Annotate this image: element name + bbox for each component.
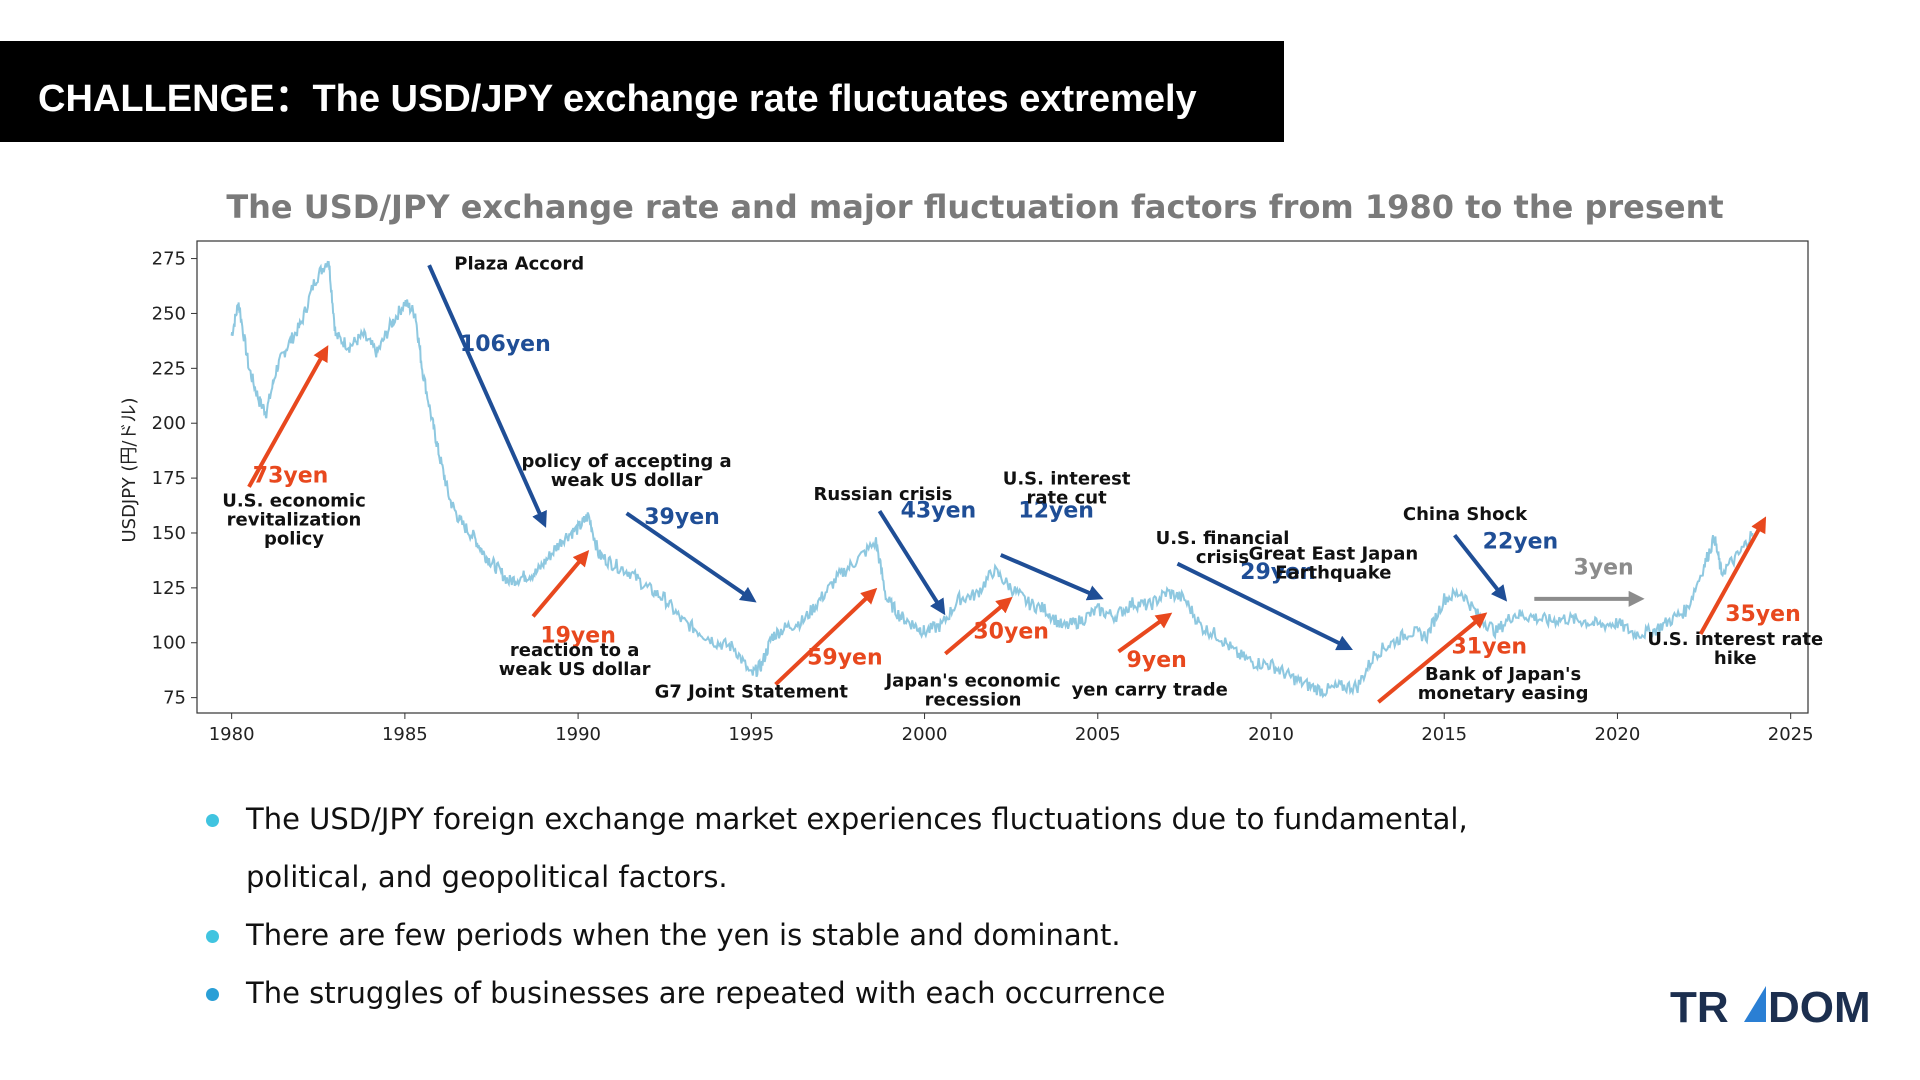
x-tick-label: 1990 xyxy=(555,724,601,745)
plot-frame xyxy=(196,240,1809,714)
event-label: Bank of Japan's monetary easing xyxy=(1418,664,1589,704)
arrow-amount-label: 59yen xyxy=(807,646,883,671)
page-title: CHALLENGE：The USD/JPY exchange rate fluc… xyxy=(38,78,1197,120)
x-tick-label: 2015 xyxy=(1421,724,1467,745)
event-label: reaction to a weak US dollar xyxy=(499,640,651,680)
x-tick-label: 2000 xyxy=(902,724,948,745)
event-label: U.S. economic revitalization policy xyxy=(222,491,366,550)
arrow-amount-label: 73yen xyxy=(253,463,329,488)
arrow-amount-label: 3yen xyxy=(1573,556,1633,581)
y-axis-label: USDJPY (円/ドル) xyxy=(119,397,140,542)
fluctuation-arrow-up xyxy=(944,596,1013,656)
chart-svg: The USD/JPY exchange rate and major fluc… xyxy=(119,188,1823,745)
event-label: Plaza Accord xyxy=(454,254,584,275)
bullet-dot xyxy=(206,930,219,943)
exchange-rate-chart: The USD/JPY exchange rate and major fluc… xyxy=(0,180,1920,750)
bullet-list: The USD/JPY foreign exchange market expe… xyxy=(200,790,1500,1022)
fluctuation-arrow-down xyxy=(625,511,757,603)
fluctuation-arrow-down xyxy=(877,509,946,616)
bullet-dot xyxy=(206,988,219,1001)
x-tick-label: 2005 xyxy=(1075,724,1121,745)
event-label: G7 Joint Statement xyxy=(655,682,849,703)
x-tick-label: 1980 xyxy=(209,724,255,745)
y-tick-label: 125 xyxy=(152,578,186,599)
arrow-amount-label: 43yen xyxy=(901,499,977,524)
y-tick-label: 75 xyxy=(163,688,186,709)
fluctuation-arrow-up xyxy=(774,587,878,686)
x-tick-label: 1995 xyxy=(728,724,774,745)
title-banner: CHALLENGE：The USD/JPY exchange rate fluc… xyxy=(0,41,1284,142)
fluctuation-arrow-up xyxy=(1117,612,1173,654)
svg-text:DOM: DOM xyxy=(1768,983,1871,1030)
x-tick-label: 2025 xyxy=(1768,724,1814,745)
event-label: Russian crisis xyxy=(814,484,953,505)
arrow-amount-label: 106yen xyxy=(460,332,551,357)
fluctuation-arrow-up xyxy=(1698,516,1767,635)
arrow-amount-label: 19yen xyxy=(540,624,616,649)
y-tick-label: 100 xyxy=(152,633,186,654)
y-tick-label: 200 xyxy=(152,413,186,434)
event-label: Japan's economic recession xyxy=(883,671,1060,711)
event-label: U.S. financial crisis xyxy=(1156,528,1290,568)
arrow-amount-label: 9yen xyxy=(1127,648,1187,673)
event-label: Great East Japan Earthquake xyxy=(1249,543,1419,583)
bullet-item: There are few periods when the yen is st… xyxy=(200,906,1500,964)
fluctuation-arrow-up xyxy=(247,345,329,488)
event-label: yen carry trade xyxy=(1072,679,1228,700)
bullet-item: The struggles of businesses are repeated… xyxy=(200,964,1500,1022)
x-tick-label: 2020 xyxy=(1595,724,1641,745)
event-label: China Shock xyxy=(1403,504,1528,525)
y-tick-label: 150 xyxy=(152,523,186,544)
event-label: U.S. interest rate cut xyxy=(1003,469,1131,509)
y-tick-label: 225 xyxy=(152,358,186,379)
event-label: U.S. interest rate hike xyxy=(1647,629,1823,669)
arrow-amount-label: 35yen xyxy=(1725,602,1801,627)
x-tick-label: 2010 xyxy=(1248,724,1294,745)
arrow-amount-label: 29yen xyxy=(1240,560,1316,585)
tradom-logo: TR DOM xyxy=(1670,983,1871,1030)
fluctuation-arrow-up xyxy=(531,550,590,618)
y-tick-label: 250 xyxy=(152,303,186,324)
y-tick-label: 275 xyxy=(152,249,186,270)
fluctuation-arrow-up xyxy=(1377,612,1488,704)
y-tick-label: 175 xyxy=(152,468,186,489)
bullet-item: The USD/JPY foreign exchange market expe… xyxy=(200,790,1500,906)
svg-text:TR: TR xyxy=(1670,983,1729,1030)
fluctuation-arrow-down xyxy=(1176,561,1353,651)
x-tick-label: 1985 xyxy=(382,724,428,745)
event-label: policy of accepting a weak US dollar xyxy=(521,451,731,491)
chart-title: The USD/JPY exchange rate and major fluc… xyxy=(226,188,1723,226)
arrow-amount-label: 39yen xyxy=(644,505,720,530)
arrow-amount-label: 31yen xyxy=(1451,635,1527,660)
fluctuation-arrow-down xyxy=(999,553,1104,601)
logo-mark-icon xyxy=(1744,986,1766,1022)
arrow-amount-label: 30yen xyxy=(973,619,1049,644)
arrow-amount-label: 12yen xyxy=(1018,499,1094,524)
bullet-dot xyxy=(206,814,219,827)
fluctuation-arrow-down xyxy=(1453,533,1508,602)
fluctuation-arrow-down xyxy=(427,264,547,528)
arrow-amount-label: 22yen xyxy=(1483,529,1559,554)
